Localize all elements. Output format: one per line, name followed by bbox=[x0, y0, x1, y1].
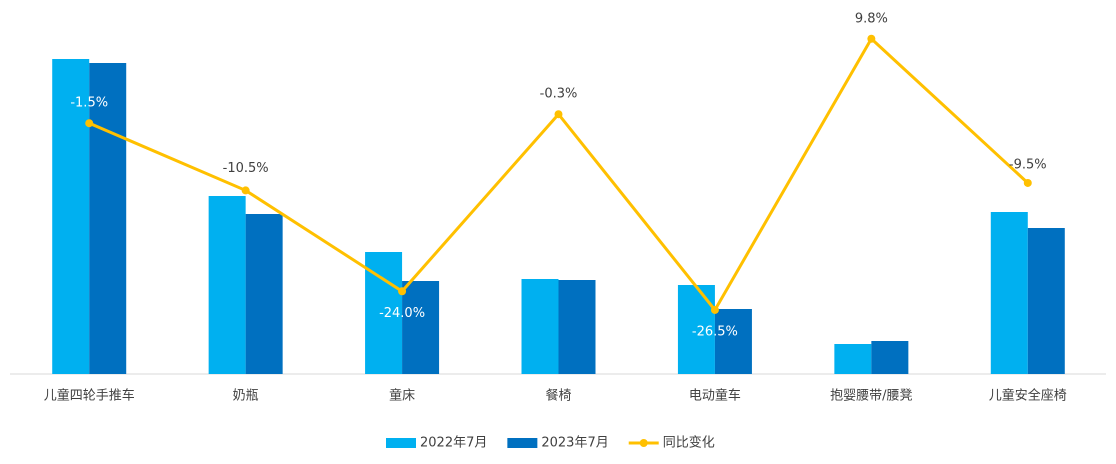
data-label: -9.5% bbox=[1009, 157, 1047, 172]
bar bbox=[558, 280, 596, 374]
x-tick-label: 餐椅 bbox=[545, 388, 571, 404]
line-point bbox=[554, 110, 563, 119]
line-point bbox=[1023, 178, 1032, 187]
bar bbox=[834, 344, 872, 374]
legend-label: 2023年7月 bbox=[541, 436, 608, 451]
x-tick-label: 抱婴腰带/腰凳 bbox=[830, 388, 912, 404]
line-point bbox=[398, 287, 407, 296]
data-label: -10.5% bbox=[223, 161, 269, 176]
line-point bbox=[867, 34, 876, 43]
legend-label: 同比变化 bbox=[663, 435, 715, 451]
legend-swatch bbox=[386, 438, 416, 448]
data-label: 9.8% bbox=[855, 11, 888, 26]
bar bbox=[714, 309, 752, 374]
x-tick-label: 奶瓶 bbox=[233, 389, 259, 404]
bar bbox=[89, 63, 127, 374]
bar bbox=[1027, 228, 1065, 374]
bar bbox=[990, 212, 1028, 374]
bar bbox=[402, 281, 440, 374]
line-point bbox=[85, 119, 94, 128]
legend-swatch bbox=[507, 438, 538, 448]
bar bbox=[52, 59, 90, 374]
bar bbox=[677, 285, 715, 374]
legend-marker bbox=[639, 439, 648, 447]
x-tick-label: 电动童车 bbox=[689, 388, 741, 404]
bar bbox=[521, 279, 559, 374]
line-point bbox=[241, 186, 250, 195]
bar bbox=[245, 214, 283, 374]
data-label: -0.3% bbox=[540, 87, 578, 102]
data-label: -1.5% bbox=[70, 96, 108, 111]
bar bbox=[208, 196, 246, 374]
x-tick-label: 儿童四轮手推车 bbox=[44, 388, 135, 404]
x-tick-label: 童床 bbox=[389, 388, 415, 404]
bar bbox=[871, 341, 909, 374]
legend-label: 2022年7月 bbox=[420, 436, 487, 451]
x-tick-label: 儿童安全座椅 bbox=[989, 388, 1067, 404]
line-point bbox=[710, 305, 719, 314]
data-label: -24.0% bbox=[379, 306, 425, 321]
data-label: -26.5% bbox=[692, 324, 738, 339]
